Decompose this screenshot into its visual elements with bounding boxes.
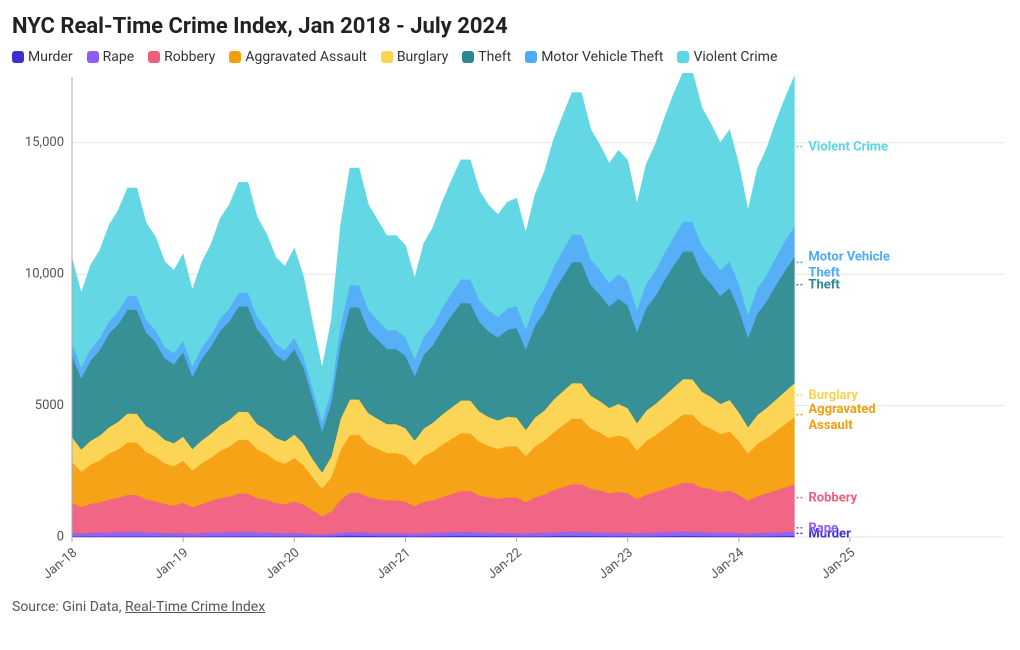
legend-label: Violent Crime	[693, 49, 777, 65]
source-link[interactable]: Real-Time Crime Index	[125, 599, 265, 615]
legend-swatch	[381, 51, 393, 63]
legend-swatch	[148, 51, 160, 63]
legend-swatch	[12, 51, 24, 63]
x-tick-label: Jan-23	[596, 545, 636, 582]
legend-swatch	[525, 51, 537, 63]
legend-label: Rape	[103, 49, 135, 65]
legend-item-aggravated-assault[interactable]: Aggravated Assault	[229, 49, 366, 65]
legend-swatch	[229, 51, 241, 63]
chart-plot-area: 0 5000 10,000 15,000 Jan-18 Jan-19 Jan-20 Jan-2…	[10, 73, 1010, 593]
legend-label: Theft	[478, 49, 511, 65]
end-label-motor-vehicle-theft-line2: Theft	[808, 265, 840, 280]
end-label-violent-crime: Violent Crime	[808, 140, 888, 155]
end-label-aggravated-assault-line2: Assault	[808, 418, 853, 433]
legend-item-rape[interactable]: Rape	[87, 49, 135, 65]
chart-legend: Murder Rape Robbery Aggravated Assault Burgl…	[12, 49, 1010, 65]
legend-label: Motor Vehicle Theft	[541, 49, 663, 65]
legend-label: Burglary	[397, 49, 448, 65]
x-tick-label: Jan-21	[374, 545, 414, 582]
x-tick-label: Jan-19	[151, 545, 191, 582]
x-tick-label: Jan-24	[707, 545, 748, 582]
end-label-aggravated-assault: Aggravated	[808, 402, 875, 417]
end-label-robbery: Robbery	[808, 491, 857, 506]
legend-item-motor-vehicle-theft[interactable]: Motor Vehicle Theft	[525, 49, 663, 65]
legend-item-murder[interactable]: Murder	[12, 49, 73, 65]
y-tick-label: 15,000	[25, 135, 64, 150]
stacked-area-chart: 0 5000 10,000 15,000 Jan-18 Jan-19 Jan-20 Jan-2…	[10, 73, 1010, 593]
legend-label: Murder	[28, 49, 73, 65]
chart-title: NYC Real-Time Crime Index, Jan 2018 - Ju…	[12, 14, 1010, 39]
x-tick-label: Jan-18	[40, 545, 80, 582]
chart-source: Source: Gini Data, Real-Time Crime Index	[12, 599, 1010, 615]
end-label-motor-vehicle-theft: Motor Vehicle	[808, 249, 889, 264]
legend-swatch	[677, 51, 689, 63]
legend-item-theft[interactable]: Theft	[462, 49, 511, 65]
legend-item-violent-crime[interactable]: Violent Crime	[677, 49, 777, 65]
end-label-burglary: Burglary	[808, 388, 858, 403]
y-tick-label: 0	[57, 529, 64, 544]
legend-label: Robbery	[164, 49, 215, 65]
x-tick-label: Jan-22	[485, 545, 525, 582]
legend-swatch	[462, 51, 474, 63]
y-tick-label: 10,000	[25, 267, 64, 282]
end-label-rape: Rape	[808, 521, 838, 536]
x-tick-label: Jan-20	[263, 545, 303, 582]
legend-swatch	[87, 51, 99, 63]
legend-item-burglary[interactable]: Burglary	[381, 49, 448, 65]
y-tick-label: 5000	[35, 398, 64, 413]
legend-item-robbery[interactable]: Robbery	[148, 49, 215, 65]
source-prefix: Source: Gini Data,	[12, 599, 125, 615]
legend-label: Aggravated Assault	[245, 49, 366, 65]
x-tick-label: Jan-25	[818, 545, 858, 582]
